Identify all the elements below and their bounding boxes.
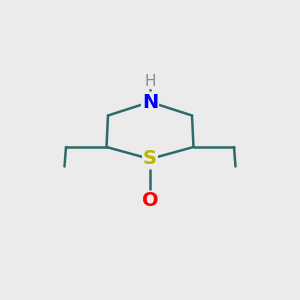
Text: H: H [144,74,156,88]
Text: O: O [142,191,158,211]
Text: N: N [142,92,158,112]
Text: S: S [143,149,157,169]
